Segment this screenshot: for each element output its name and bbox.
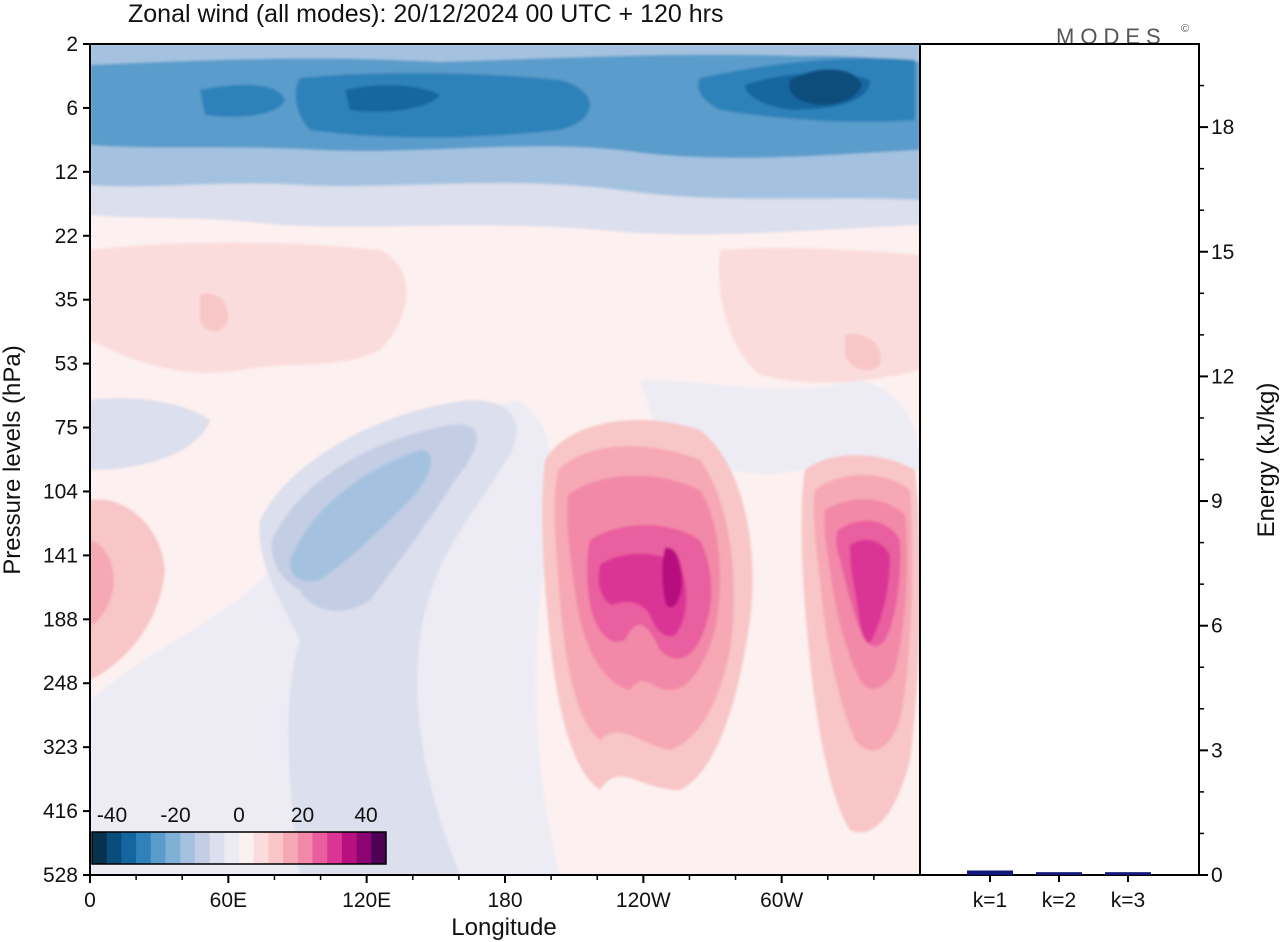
pressure-tick-label: 188 [43,608,78,631]
pressure-tick-label: 528 [43,864,78,887]
colorbar-tick-label: -20 [160,804,190,827]
pressure-tick-label: 141 [43,544,78,567]
pressure-tick-label: 416 [43,800,78,823]
x-axis-label: Longitude [451,914,556,941]
colorbar-swatch [283,832,299,864]
energy-tick-label: 18 [1211,116,1234,139]
colorbar-swatch [253,832,269,864]
pressure-tick-label: 12 [55,161,78,184]
pressure-tick-label: 6 [66,97,78,120]
contour-jet-a-peak [662,547,683,608]
pressure-tick-label: 248 [43,672,78,695]
mode-tick-label: k=1 [973,889,1007,912]
contour-left-edge-easterly [90,398,210,470]
longitude-tick-label: 180 [487,889,522,912]
colorbar-swatch [224,832,240,864]
energy-tick-label: 6 [1211,615,1223,638]
longitude-tick-label: 120E [342,889,391,912]
colorbar-swatch [371,832,387,864]
energy-axis: 0 3 6 9 12 15 18 [1199,84,1234,887]
pressure-axis: 2 6 12 22 35 53 75 104 141 188 248 323 416 528 [43,33,90,887]
contour-upper-easterly-strong [200,58,915,138]
pressure-tick-label: 35 [55,289,78,312]
pressure-tick-label: 22 [55,225,78,248]
colorbar-tick-label: 0 [233,804,245,827]
contour-fills [90,44,920,875]
contour-easterly-trough-core [289,450,431,582]
energy-tick-label: 0 [1211,864,1223,887]
colorbar-tick-label: -40 [97,804,127,827]
chart-title: Zonal wind (all modes): 20/12/2024 00 UT… [128,0,723,28]
colorbar-swatch [327,832,343,864]
y-axis-label: Pressure levels (hPa) [0,345,26,574]
colorbar-swatch [239,832,255,864]
colorbar-swatch [165,832,181,864]
contour-upper-easterly-max [789,69,862,105]
energy-axis-label: Energy (kJ/kg) [1253,383,1280,538]
colorbar-swatch [268,832,284,864]
colorbar-tick-label: 20 [291,804,314,827]
contour-strat-westerly [90,242,407,373]
mode-tick-label: k=2 [1042,889,1076,912]
longitude-tick-label: 120W [616,889,671,912]
contour-strat-westerly-east [719,247,920,383]
contour-strat-core-b [845,334,881,371]
colorbar-swatch [121,832,137,864]
energy-bar [1036,872,1082,875]
colorbar-swatch [180,832,196,864]
energy-panel-frame [919,43,1200,876]
contour-left-westerly [90,499,165,680]
colorbar-swatch [106,832,122,864]
pressure-tick-label: 53 [55,353,78,376]
contour-left-westerly-core [90,540,114,625]
colorbar-swatch [194,832,211,864]
colorbar-frame [91,831,387,865]
longitude-tick-label: 60E [210,889,247,912]
longitude-tick-label: 60W [760,889,803,912]
colorbar-swatch [92,832,108,864]
energy-tick-label: 3 [1211,739,1223,762]
pressure-tick-label: 75 [55,417,78,440]
longitude-axis: 0 60E 120E 180 120W 60W [84,875,875,912]
colorbar-swatch [150,832,166,864]
contour-jet-b-max [849,539,890,643]
pressure-tick-label: 323 [43,736,78,759]
longitude-tick-label: 0 [84,889,96,912]
colorbar-swatch [297,832,313,864]
mode-tick-label: k=3 [1111,889,1145,912]
colorbar-swatch [209,832,225,864]
energy-tick-label: 15 [1211,241,1234,264]
colorbar-swatch [341,832,358,864]
energy-tick-label: 9 [1211,490,1223,513]
colorbar: -40 -20 0 20 40 [91,804,387,865]
energy-bars: k=1 k=2 k=3 [967,870,1151,912]
zonal-wind-heatmap [90,44,920,875]
contour-strat-core-a [200,293,229,332]
colorbar-swatch [312,832,328,864]
colorbar-tick-label: 40 [354,804,377,827]
energy-bar [1105,872,1151,875]
pressure-tick-label: 2 [66,33,78,56]
colorbar-swatch [356,832,372,864]
colorbar-swatch [136,832,152,864]
energy-tick-label: 12 [1211,365,1234,388]
energy-bar [967,870,1013,875]
copyright-mark: © [1181,23,1189,35]
pressure-tick-label: 104 [43,480,78,503]
